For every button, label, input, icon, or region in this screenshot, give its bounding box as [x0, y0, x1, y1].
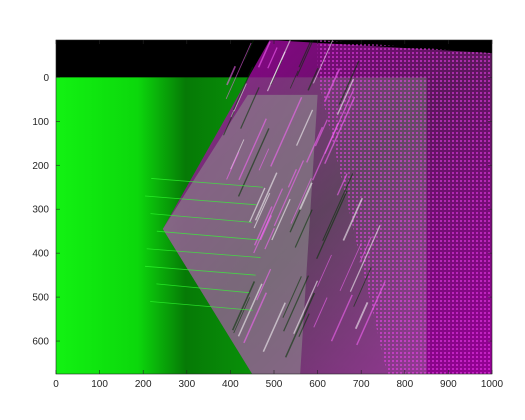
image-streak [253, 206, 273, 246]
image-streak [259, 214, 272, 241]
image-streak [284, 292, 316, 358]
image-streak [283, 275, 310, 332]
x-tick-label: 200 [135, 379, 152, 390]
image-streak [353, 267, 372, 307]
image-streak [349, 225, 381, 292]
image-streak [289, 208, 302, 233]
image-streak [240, 87, 260, 129]
y-tick-label: 600 [32, 337, 49, 348]
image-streak [146, 248, 261, 258]
image-streak [338, 60, 360, 105]
image-streak [266, 51, 286, 92]
image-streak [336, 173, 348, 196]
image-streak [237, 128, 270, 197]
image-streak [249, 187, 266, 223]
image-streak [253, 192, 271, 229]
x-tick-label: 900 [440, 379, 457, 390]
x-tick-label: 400 [222, 379, 239, 390]
image-streak [324, 88, 355, 154]
image-streak [324, 68, 341, 101]
image-streaks [144, 40, 386, 358]
image-streak [299, 182, 313, 211]
image-streak [258, 148, 270, 171]
x-tick-label: 300 [178, 379, 195, 390]
image-streak [324, 96, 356, 164]
image-streak [339, 243, 362, 291]
image-streak [145, 195, 257, 206]
image-streak [336, 78, 355, 115]
image-streak [256, 268, 272, 301]
x-tick-label: 500 [266, 379, 283, 390]
image-streak [316, 190, 348, 260]
image-streak [233, 297, 251, 334]
image-streak [231, 281, 256, 331]
image-streak [293, 280, 318, 335]
image-streak [267, 47, 278, 69]
image-streak [144, 265, 256, 276]
image-streak [232, 66, 254, 111]
image-streak [307, 67, 319, 91]
image-streak [151, 178, 263, 188]
image-streak [226, 151, 240, 180]
image-streak [262, 302, 286, 352]
image-streak [298, 313, 310, 337]
image-streak [273, 160, 305, 227]
image-streak [254, 172, 278, 221]
image-streak [322, 172, 354, 241]
y-tick-label: 100 [32, 117, 49, 128]
x-tick-label: 800 [396, 379, 413, 390]
image-streak [226, 65, 236, 86]
image-streak [156, 283, 250, 294]
y-axis: 0 100 200 300 400 500 600 [32, 73, 492, 348]
image-streak [150, 301, 253, 311]
image-streak [298, 40, 312, 68]
image-streak [225, 42, 252, 100]
image-streak [150, 213, 252, 223]
x-tick-label: 700 [353, 379, 370, 390]
y-tick-label: 0 [43, 73, 49, 84]
gray-overlap-region [162, 94, 318, 374]
x-tick-label: 100 [91, 379, 108, 390]
x-tick-label: 1000 [481, 379, 504, 390]
image-streak [282, 276, 302, 318]
image-streak [306, 126, 324, 163]
image-streak [317, 254, 332, 287]
x-tick-label: 0 [53, 379, 59, 390]
image-streak [314, 119, 328, 147]
image-streak [238, 118, 267, 181]
image-streak [156, 230, 260, 241]
image-streak [342, 197, 364, 241]
image-streak [312, 40, 334, 84]
image-streak [330, 294, 353, 342]
image-streak [354, 301, 369, 330]
image-streak [257, 41, 271, 68]
x-tick-label: 600 [309, 379, 326, 390]
image-streak [295, 109, 314, 146]
y-tick-label: 300 [32, 205, 49, 216]
image-streak [244, 40, 255, 61]
image-streak [289, 70, 299, 89]
y-tick-label: 400 [32, 249, 49, 260]
image-streak [356, 281, 386, 346]
image-streak [264, 227, 275, 250]
y-tick-label: 200 [32, 161, 49, 172]
image-streak [271, 198, 291, 241]
image-streak [270, 97, 303, 167]
y-tick-label: 500 [32, 293, 49, 304]
x-axis: 0 100 200 300 400 500 600 700 800 900 1000 [53, 40, 504, 390]
image-streak [287, 169, 297, 188]
image-streak [313, 297, 328, 328]
image-streak [296, 40, 314, 77]
magenta-dot-texture [317, 40, 492, 374]
image-streak [290, 177, 312, 224]
image-streak [223, 111, 235, 136]
image-streak [294, 209, 313, 248]
image-streak [359, 236, 372, 263]
image-streak [243, 292, 268, 344]
plot-area [56, 40, 492, 374]
